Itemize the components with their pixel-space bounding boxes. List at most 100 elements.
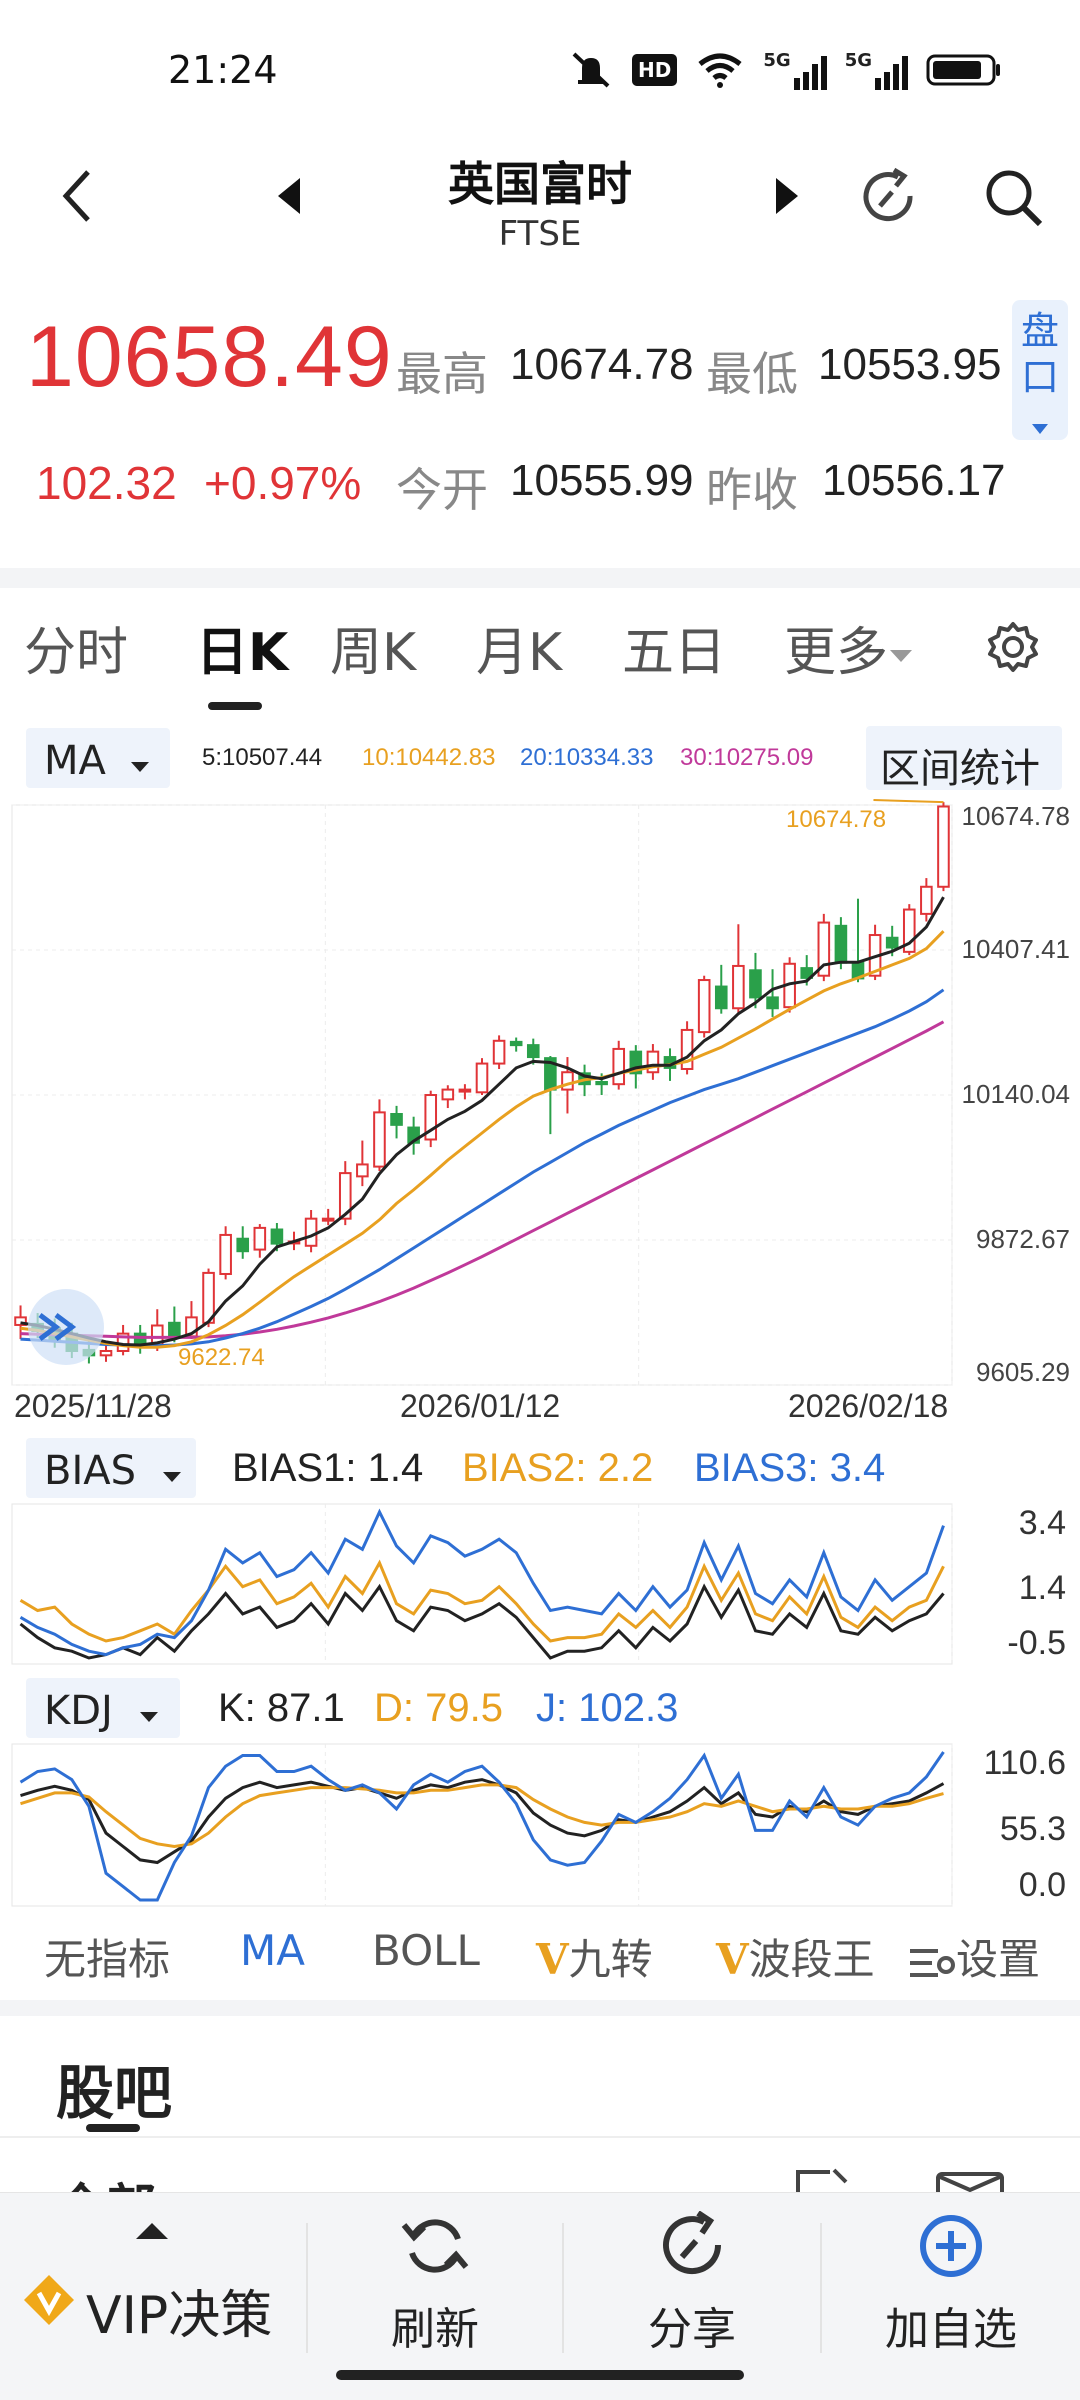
guba-tab-underline bbox=[86, 2124, 140, 2132]
refresh-button[interactable]: 刷新 bbox=[308, 2193, 562, 2383]
mute-icon bbox=[572, 52, 610, 88]
candle-body bbox=[219, 1233, 232, 1275]
y-tick-label: 9872.67 bbox=[976, 1224, 1070, 1254]
bar-separator bbox=[306, 2223, 308, 2353]
caret-down-icon bbox=[162, 1472, 181, 1482]
candle bbox=[766, 969, 779, 1017]
indicator-ma[interactable]: MA bbox=[240, 1926, 305, 1975]
tab-fenshi[interactable]: 分时 bbox=[24, 623, 129, 683]
share-icon bbox=[663, 2211, 721, 2275]
bias-chart: 3.4 1.4 -0.5 bbox=[11, 1503, 1066, 1665]
kdj-chart: 110.6 55.3 0.0 bbox=[11, 1743, 1066, 1907]
vip-diamond-icon bbox=[24, 2275, 74, 2325]
candle bbox=[458, 1084, 472, 1100]
candle bbox=[749, 952, 762, 1009]
candle bbox=[714, 964, 728, 1014]
y-tick-label: 10674.78 bbox=[962, 801, 1070, 831]
candle-body bbox=[253, 1226, 267, 1251]
y-tick-label: -0.5 bbox=[1007, 1624, 1066, 1662]
bias1-value: BIAS1: 1.4 bbox=[232, 1446, 424, 1490]
guba-tab-all[interactable]: 全部 bbox=[56, 2168, 156, 2192]
kdj-selector[interactable]: KDJ bbox=[26, 1678, 180, 1738]
tab-five-day[interactable]: 五日 bbox=[622, 623, 727, 683]
home-indicator[interactable] bbox=[336, 2370, 744, 2380]
indicator-boll[interactable]: BOLL bbox=[372, 1926, 480, 1975]
share-button[interactable]: 分享 bbox=[564, 2193, 820, 2383]
indicator-boduanwang-label: 波段王 bbox=[748, 1935, 875, 1984]
back-icon[interactable] bbox=[58, 166, 98, 226]
add-circle-icon bbox=[920, 2215, 982, 2277]
candle-body bbox=[509, 1040, 523, 1047]
candle-body bbox=[356, 1163, 369, 1178]
next-index-icon[interactable] bbox=[774, 176, 800, 216]
kdj-d-value: D: 79.5 bbox=[374, 1686, 503, 1730]
indicator-boduanwang[interactable]: V波段王 bbox=[716, 1926, 875, 1987]
y-tick-label: 1.4 bbox=[1019, 1569, 1066, 1607]
edit-icon[interactable] bbox=[790, 2168, 850, 2192]
low-marker-label: 9622.74 bbox=[178, 1344, 265, 1371]
tab-more-label: 更多 bbox=[784, 623, 889, 683]
status-bar: 21:24 HD 5G 5G bbox=[0, 0, 1080, 140]
settings-gear-icon[interactable] bbox=[986, 620, 1040, 674]
candle-body bbox=[168, 1321, 181, 1338]
candle bbox=[509, 1037, 523, 1052]
ma10-line bbox=[20, 930, 945, 1349]
indicator-settings[interactable]: 设置 bbox=[908, 1926, 1040, 1987]
x-date-label: 2026/02/18 bbox=[788, 1388, 948, 1424]
interval-stats-button[interactable]: 区间统计 bbox=[866, 726, 1062, 792]
message-icon[interactable] bbox=[934, 2170, 1006, 2192]
add-watchlist-button[interactable]: 加自选 bbox=[822, 2193, 1080, 2383]
candle-body bbox=[902, 908, 916, 953]
candle bbox=[817, 913, 831, 982]
ma-selector[interactable]: MA bbox=[26, 728, 170, 788]
bias3-value: BIAS3: 3.4 bbox=[694, 1446, 886, 1490]
tab-daily-k[interactable]: 日K bbox=[196, 623, 289, 683]
candle-body bbox=[338, 1172, 352, 1220]
candle bbox=[732, 924, 745, 1013]
open-label: 今开 bbox=[396, 463, 488, 517]
kdj-j-line bbox=[19, 1751, 945, 1902]
vip-decision-label: VIP决策 bbox=[86, 2286, 273, 2346]
candle-body bbox=[697, 979, 711, 1034]
prev-close-value: 10556.17 bbox=[822, 456, 1006, 505]
ma30-value: 30:10275.09 bbox=[680, 744, 814, 771]
candle-body bbox=[492, 1039, 506, 1065]
candle-body bbox=[561, 1071, 574, 1091]
candlestick-chart[interactable]: 10674.78 9622.74 10674.78 10407.41 10140.04 9… bbox=[0, 795, 1080, 1425]
kdj-d-line bbox=[20, 1783, 944, 1849]
tab-weekly-k[interactable]: 周K bbox=[330, 623, 417, 683]
y-tick-label: 9605.29 bbox=[976, 1357, 1070, 1387]
candle bbox=[544, 1055, 557, 1135]
bias-selector[interactable]: BIAS bbox=[26, 1438, 196, 1498]
y-tick-label: 0.0 bbox=[1019, 1866, 1066, 1904]
high-marker-label: 10674.78 bbox=[786, 806, 886, 833]
tab-more[interactable]: 更多 bbox=[784, 610, 914, 685]
candle bbox=[851, 898, 865, 983]
candle-body bbox=[373, 1111, 386, 1168]
tab-monthly-k[interactable]: 月K bbox=[476, 623, 563, 683]
candle-body bbox=[99, 1349, 113, 1357]
order-book-button[interactable]: 盘 口 bbox=[1012, 300, 1068, 440]
candle-body bbox=[732, 964, 745, 1010]
share-icon[interactable] bbox=[858, 166, 922, 230]
candle-body bbox=[834, 924, 848, 964]
candle-body bbox=[133, 1332, 147, 1346]
low-value: 10553.95 bbox=[818, 340, 1002, 389]
candle-body bbox=[749, 969, 762, 999]
indicator-jiuzhuan[interactable]: V九转 bbox=[536, 1926, 653, 1987]
chart-frame bbox=[11, 1743, 953, 1907]
vip-v-icon: V bbox=[716, 1935, 749, 1984]
page-title: 英国富时 bbox=[448, 157, 632, 211]
candle bbox=[680, 1021, 694, 1075]
ma20-value: 20:10334.33 bbox=[520, 744, 654, 771]
low-label: 最低 bbox=[706, 347, 798, 401]
indicator-none[interactable]: 无指标 bbox=[44, 1935, 171, 1984]
bias1-line bbox=[19, 1583, 945, 1660]
search-icon[interactable] bbox=[982, 166, 1046, 230]
candle bbox=[441, 1085, 455, 1109]
guba-title[interactable]: 股吧 bbox=[56, 2059, 173, 2127]
vip-decision-button[interactable]: VIP决策 bbox=[0, 2193, 306, 2383]
candle bbox=[920, 878, 933, 922]
prev-index-icon[interactable] bbox=[276, 176, 302, 216]
section-divider bbox=[0, 2000, 1080, 2016]
